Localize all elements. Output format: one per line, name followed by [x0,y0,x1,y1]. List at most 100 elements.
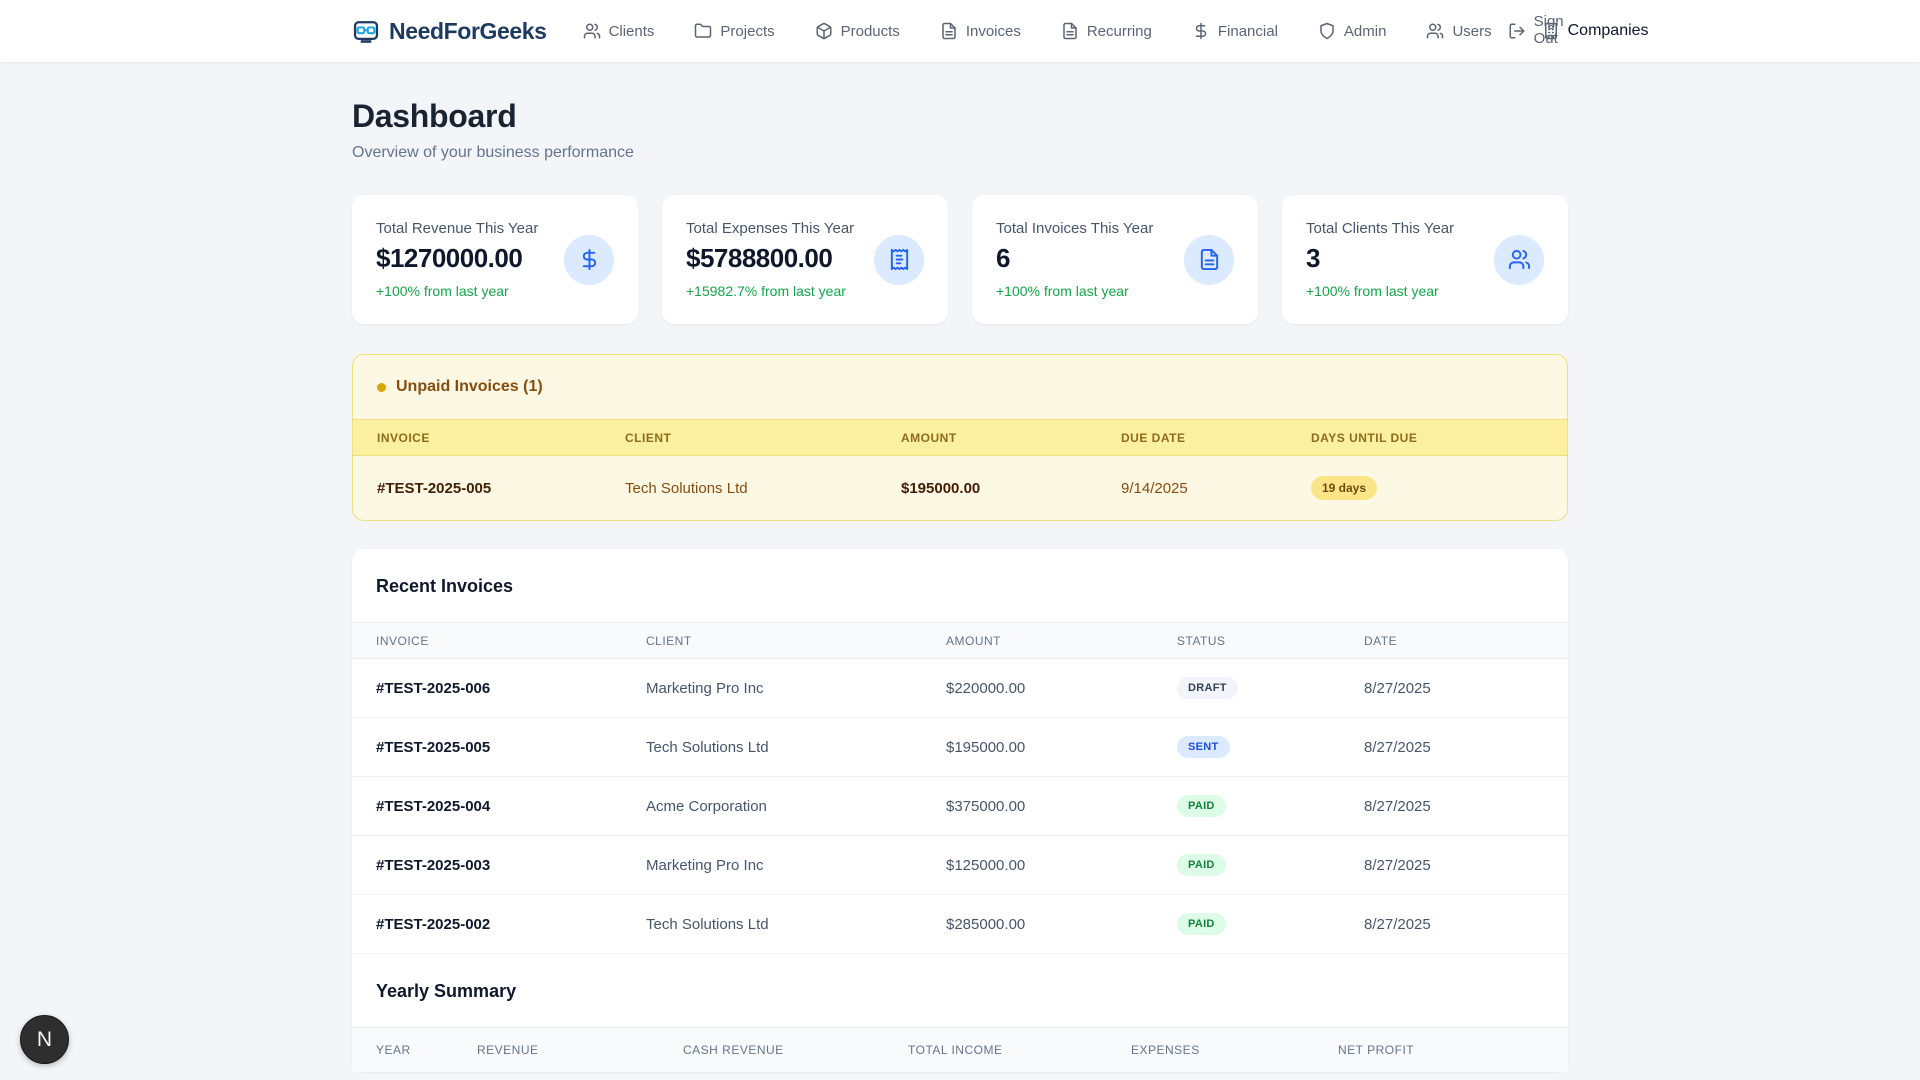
status-badge: PAID [1177,913,1226,935]
sign-out-button[interactable] [1508,22,1526,40]
status-badge: DRAFT [1177,677,1238,699]
stat-change: +100% from last year [996,283,1129,299]
invoice-row[interactable]: #TEST-2025-004 Acme Corporation $375000.… [352,777,1568,836]
package-icon [816,22,832,40]
warning-dot-icon [377,382,386,392]
dashboard-main: Dashboard Overview of your business perf… [320,98,1600,1072]
due-date: 9/14/2025 [1121,479,1188,497]
nav-item-projects[interactable]: Projects [694,22,775,40]
main-nav: Clients Projects Products Invoices Recur… [583,22,1492,40]
nav-item-companies[interactable]: Companies [1542,22,1649,40]
column-header-expenses: Expenses [1131,1043,1200,1057]
invoice-amount: $375000.00 [946,797,1026,815]
invoice-number: #TEST-2025-006 [376,679,491,697]
session-controls: Sign Out Companies [1508,13,1649,47]
invoice-number: #TEST-2025-005 [377,479,492,497]
column-header-due-date: Due Date [1121,430,1186,445]
stat-value: $1270000.00 [376,243,523,273]
invoice-date: 8/27/2025 [1364,797,1431,815]
status-badge: PAID [1177,854,1226,876]
invoice-date: 8/27/2025 [1364,738,1431,756]
invoice-amount: $125000.00 [946,856,1026,874]
nav-label: Users [1452,22,1492,40]
folder-icon [695,23,712,38]
invoice-amount: $195000.00 [946,738,1026,756]
stat-card-revenue: Total Revenue This Year $1270000.00 +100… [352,195,638,324]
dollar-icon [564,234,614,285]
nav-item-users[interactable]: Users [1426,22,1492,40]
column-header-amount: Amount [901,430,957,445]
yearly-table-header: Year Revenue Cash Revenue Total Income E… [352,1027,1568,1072]
sign-out-label[interactable]: Sign Out [1533,13,1564,47]
nav-item-admin[interactable]: Admin [1318,22,1387,40]
stat-label: Total Revenue This Year [376,220,539,237]
invoice-date: 8/27/2025 [1364,915,1431,933]
client-name: Tech Solutions Ltd [646,915,769,933]
client-name: Marketing Pro Inc [646,856,764,874]
page-title: Dashboard [352,98,517,134]
brand-logo[interactable]: NeedForGeeks [352,17,547,45]
geek-face-logo-icon [352,17,380,45]
nav-label: Companies [1567,22,1649,39]
invoice-row[interactable]: #TEST-2025-005 Tech Solutions Ltd $19500… [352,718,1568,777]
nextjs-dev-indicator-button[interactable]: N [20,1015,69,1064]
days-until-due-badge: 19 days [1311,476,1378,500]
invoice-amount: $285000.00 [946,915,1026,933]
file-text-icon [1184,234,1234,285]
stat-value: $5788800.00 [686,243,833,273]
nav-label: Admin [1343,22,1387,40]
unpaid-invoice-row[interactable]: #TEST-2025-005 Tech Solutions Ltd $19500… [353,456,1567,520]
nav-item-financial[interactable]: Financial [1192,22,1278,40]
invoice-date: 8/27/2025 [1364,679,1431,697]
column-header-revenue: Revenue [477,1043,539,1057]
stat-card-expenses: Total Expenses This Year $5788800.00 +15… [662,195,948,324]
nav-label: Projects [720,22,775,40]
nav-label: Products [840,22,900,40]
dollar-icon [1195,22,1207,40]
stat-card-invoices: Total Invoices This Year 6 +100% from la… [972,195,1258,324]
nav-item-invoices[interactable]: Invoices [940,22,1021,40]
column-header-amount: Amount [946,633,1001,648]
recent-invoices-title: Recent Invoices [376,576,514,596]
page-subtitle: Overview of your business performance [352,144,634,161]
file-text-icon [942,22,956,40]
yearly-summary-title: Yearly Summary [376,981,517,1001]
stat-change: +100% from last year [376,283,509,299]
client-name: Tech Solutions Ltd [646,738,769,756]
invoice-row[interactable]: #TEST-2025-003 Marketing Pro Inc $125000… [352,836,1568,895]
status-badge: SENT [1177,736,1230,758]
shield-icon [1320,22,1334,40]
invoice-row[interactable]: #TEST-2025-006 Marketing Pro Inc $220000… [352,659,1568,718]
unpaid-invoices-panel: Unpaid Invoices (1) Invoice Client Amoun… [352,354,1568,521]
brand-name: NeedForGeeks [389,17,547,44]
nav-item-products[interactable]: Products [815,22,900,40]
nav-item-clients[interactable]: Clients [583,22,654,40]
log-out-icon [1509,23,1525,39]
invoice-row[interactable]: #TEST-2025-002 Tech Solutions Ltd $28500… [352,895,1568,954]
receipt-icon [874,234,924,285]
column-header-client: Client [625,430,672,445]
client-name: Acme Corporation [646,797,767,815]
column-header-net-profit: Net Profit [1338,1043,1415,1057]
column-header-date: Date [1364,633,1398,648]
stat-cards-row: Total Revenue This Year $1270000.00 +100… [352,195,1568,324]
nav-item-recurring[interactable]: Recurring [1061,22,1152,40]
invoice-amount: $220000.00 [946,679,1026,697]
client-name: Marketing Pro Inc [646,679,764,697]
unpaid-invoices-title: Unpaid Invoices (1) [396,378,543,395]
status-badge: PAID [1177,795,1226,817]
stat-value: 3 [1306,243,1320,273]
invoice-number: #TEST-2025-002 [376,915,491,933]
stat-label: Total Invoices This Year [996,220,1154,237]
file-text-icon [1063,22,1077,40]
column-header-cash-revenue: Cash Revenue [683,1043,784,1057]
nav-label: Invoices [965,22,1021,40]
users-icon [1427,23,1444,39]
invoice-date: 8/27/2025 [1364,856,1431,874]
stat-label: Total Clients This Year [1306,220,1455,237]
stat-change: +100% from last year [1306,283,1439,299]
stat-label: Total Expenses This Year [686,220,855,237]
client-name: Tech Solutions Ltd [625,479,748,497]
column-header-year: Year [376,1043,411,1057]
stat-value: 6 [996,243,1010,273]
